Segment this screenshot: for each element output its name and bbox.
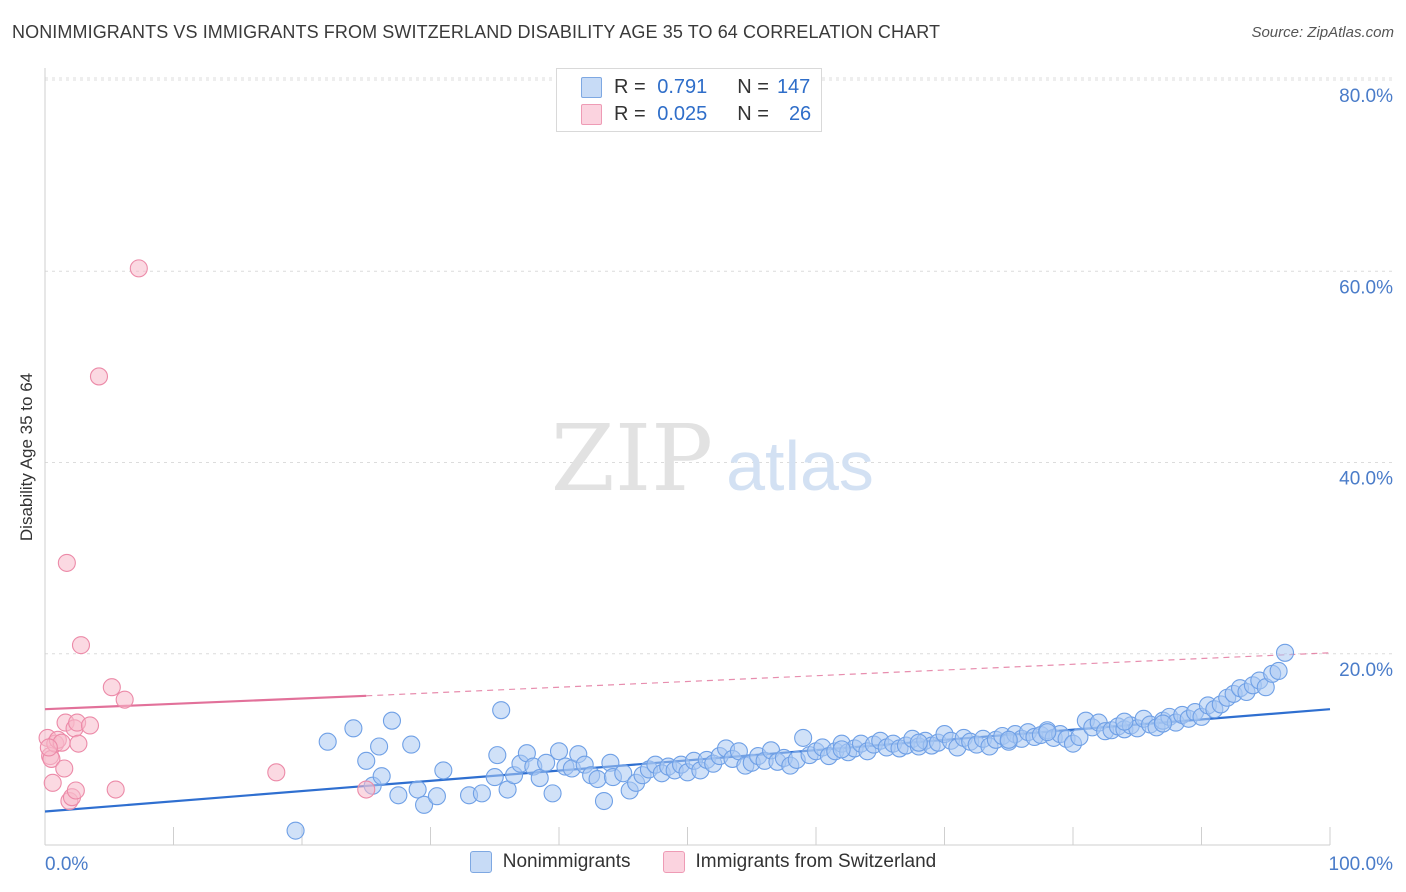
point-immigrants-switzerland	[267, 763, 286, 782]
gridlines	[45, 77, 1393, 655]
point-nonimmigrants	[318, 732, 337, 751]
point-nonimmigrants	[402, 735, 421, 754]
point-immigrants-switzerland	[89, 367, 109, 386]
chart-title: NONIMMIGRANTS VS IMMIGRANTS FROM SWITZER…	[12, 22, 941, 42]
point-nonimmigrants	[389, 786, 408, 805]
point-nonimmigrants	[415, 795, 434, 814]
point-nonimmigrants	[408, 780, 427, 799]
legend-label: Immigrants from Switzerland	[695, 851, 937, 872]
point-nonimmigrants	[1115, 712, 1134, 731]
point-nonimmigrants	[286, 821, 305, 840]
point-nonimmigrants	[427, 787, 446, 806]
r-value: 0.791	[657, 75, 708, 98]
point-immigrants-switzerland	[71, 636, 91, 655]
n-value: 26	[788, 102, 812, 125]
stats-legend-row-nonimmigrants: R = 0.791 N = 147	[581, 75, 810, 99]
n-label: N =	[737, 75, 769, 98]
legend-swatch-blue	[469, 851, 492, 873]
x-tick-label: 100.0%	[1329, 854, 1394, 875]
trend-line	[44, 694, 367, 711]
y-axis-title: Disability Age 35 to 64	[17, 372, 36, 542]
point-nonimmigrants	[794, 728, 813, 747]
n-label: N =	[737, 102, 769, 125]
watermark-zip: ZIP	[551, 405, 713, 512]
point-nonimmigrants	[1153, 714, 1172, 733]
point-nonimmigrants	[909, 733, 928, 752]
point-immigrants-switzerland	[55, 759, 74, 778]
point-nonimmigrants	[594, 791, 614, 811]
point-nonimmigrants	[488, 746, 507, 765]
point-nonimmigrants	[1038, 723, 1057, 742]
legend-swatch-pink	[662, 851, 685, 873]
point-immigrants-switzerland	[69, 734, 88, 753]
point-nonimmigrants	[543, 784, 562, 803]
point-nonimmigrants	[1269, 661, 1288, 681]
y-tick-label: 20.0%	[1339, 660, 1393, 681]
point-nonimmigrants	[492, 701, 511, 720]
point-nonimmigrants	[1275, 643, 1295, 662]
legend-label: Nonimmigrants	[502, 851, 631, 872]
point-nonimmigrants	[357, 751, 376, 770]
stats-legend-row-immigrants: R = 0.025 N = 26	[581, 102, 811, 126]
chart-source: Source: ZipAtlas.com	[1251, 24, 1394, 41]
r-label: R =	[614, 102, 646, 125]
point-nonimmigrants	[530, 769, 549, 788]
point-nonimmigrants	[1070, 727, 1089, 746]
point-nonimmigrants	[344, 719, 363, 738]
point-nonimmigrants	[832, 740, 851, 759]
point-nonimmigrants	[372, 767, 391, 786]
point-immigrants-switzerland	[357, 780, 376, 799]
point-nonimmigrants	[434, 761, 453, 780]
point-nonimmigrants	[999, 730, 1018, 749]
point-nonimmigrants	[370, 737, 389, 756]
y-tick-label: 60.0%	[1339, 277, 1393, 298]
tick-labels: 20.0% 40.0% 60.0% 80.0% 0.0% 100.0%	[45, 86, 1393, 875]
y-tick-label: 40.0%	[1339, 469, 1393, 490]
legend-swatch-pink	[581, 103, 602, 125]
r-label: R =	[614, 75, 646, 98]
point-nonimmigrants	[549, 742, 569, 761]
data-points	[38, 259, 1295, 840]
trend-line-extension	[366, 652, 1331, 697]
point-immigrants-switzerland	[39, 738, 58, 757]
point-nonimmigrants	[588, 769, 607, 789]
legend-item-nonimmigrants: Nonimmigrants	[469, 851, 631, 873]
stats-legend: R = 0.791 N = 147 R = 0.025 N = 26	[556, 68, 822, 132]
point-nonimmigrants	[614, 764, 633, 783]
point-nonimmigrants	[485, 768, 504, 787]
legend-swatch-blue	[581, 76, 602, 98]
n-value: 147	[776, 75, 811, 98]
point-immigrants-switzerland	[57, 553, 76, 572]
x-tick-label: 0.0%	[45, 854, 88, 875]
point-nonimmigrants	[537, 753, 556, 772]
point-immigrants-switzerland	[102, 678, 121, 697]
point-immigrants-switzerland	[129, 259, 148, 278]
y-tick-label: 80.0%	[1339, 86, 1393, 107]
series-legend: Nonimmigrants Immigrants from Switzerlan…	[0, 851, 1406, 873]
point-nonimmigrants	[382, 711, 402, 730]
watermark: ZIP atlas	[551, 405, 874, 512]
point-immigrants-switzerland	[106, 780, 125, 799]
point-immigrants-switzerland	[80, 716, 100, 735]
r-value: 0.025	[657, 102, 708, 125]
point-immigrants-switzerland	[43, 773, 62, 792]
watermark-atlas: atlas	[726, 427, 874, 505]
point-immigrants-switzerland	[115, 690, 134, 709]
point-nonimmigrants	[472, 784, 491, 803]
point-immigrants-switzerland	[66, 781, 85, 800]
legend-item-immigrants-switzerland: Immigrants from Switzerland	[662, 851, 937, 873]
